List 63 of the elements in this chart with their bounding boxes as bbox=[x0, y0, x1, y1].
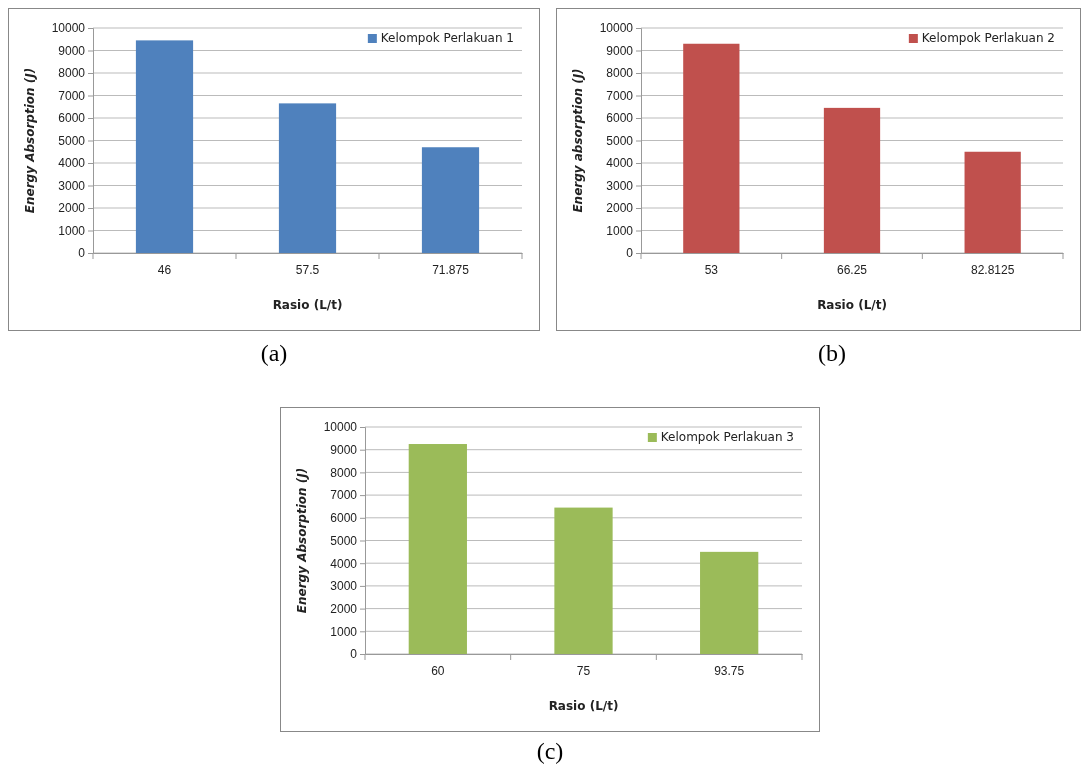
y-tick-label: 7000 bbox=[330, 488, 358, 503]
y-tick-label: 3000 bbox=[330, 579, 358, 594]
y-tick-label: 9000 bbox=[330, 443, 358, 458]
y-tick-label: 4000 bbox=[606, 156, 634, 171]
y-tick-label: 1000 bbox=[606, 223, 634, 238]
bar bbox=[421, 147, 480, 253]
x-tick-label: 93.75 bbox=[714, 663, 745, 678]
x-tick-label: 60 bbox=[431, 663, 445, 678]
y-axis-title: Energy Absorption (J) bbox=[295, 467, 309, 614]
y-tick-label: 10000 bbox=[599, 21, 634, 36]
y-tick-label: 2000 bbox=[330, 601, 358, 616]
y-tick-label: 8000 bbox=[606, 66, 634, 81]
y-tick-label: 0 bbox=[350, 647, 358, 662]
x-tick-label: 82.8125 bbox=[970, 262, 1015, 277]
text: (c) bbox=[535, 738, 565, 765]
y-tick-label: 5000 bbox=[58, 133, 86, 148]
x-tick-label: 75 bbox=[576, 663, 591, 678]
bar bbox=[683, 43, 740, 253]
x-axis-title: Rasio (L/t) bbox=[548, 699, 619, 713]
y-tick-label: 6000 bbox=[330, 511, 358, 526]
y-tick-label: 10000 bbox=[323, 420, 358, 435]
x-tick-label: 53 bbox=[704, 262, 719, 277]
x-axis-title: Rasio (L/t) bbox=[272, 298, 343, 312]
x-tick-label: 66.25 bbox=[836, 262, 868, 277]
y-tick-label: 1000 bbox=[330, 624, 358, 639]
bar bbox=[554, 507, 613, 654]
x-tick-label: 46 bbox=[157, 262, 172, 277]
bar bbox=[700, 551, 759, 654]
y-tick-label: 6000 bbox=[606, 111, 634, 126]
legend-label: Kelompok Perlakuan 2 bbox=[921, 31, 1055, 45]
legend-label: Kelompok Perlakuan 1 bbox=[380, 31, 514, 45]
y-tick-label: 4000 bbox=[330, 556, 358, 571]
y-tick-label: 0 bbox=[626, 246, 634, 261]
y-tick-label: 3000 bbox=[606, 178, 634, 193]
y-tick-label: 7000 bbox=[58, 88, 86, 103]
y-axis-title: Energy Absorption (J) bbox=[23, 67, 37, 214]
y-tick-label: 9000 bbox=[606, 43, 634, 58]
y-tick-label: 10000 bbox=[51, 21, 86, 36]
text: (a) bbox=[259, 340, 289, 367]
y-axis-title: Energy absorption (J) bbox=[571, 68, 585, 213]
y-tick-label: 9000 bbox=[58, 43, 86, 58]
y-tick-label: 1000 bbox=[58, 223, 86, 238]
y-tick-label: 3000 bbox=[58, 178, 86, 193]
bar bbox=[278, 103, 337, 253]
y-tick-label: 8000 bbox=[330, 465, 358, 480]
legend-label: Kelompok Perlakuan 3 bbox=[660, 430, 794, 444]
bar bbox=[408, 444, 467, 654]
y-tick-label: 2000 bbox=[606, 201, 634, 216]
y-tick-label: 5000 bbox=[330, 533, 358, 548]
bar bbox=[135, 40, 194, 253]
y-tick-label: 7000 bbox=[606, 88, 634, 103]
y-tick-label: 2000 bbox=[58, 201, 86, 216]
x-tick-label: 71.875 bbox=[432, 262, 470, 277]
text: (b) bbox=[817, 340, 847, 367]
y-tick-label: 5000 bbox=[606, 133, 634, 148]
y-tick-label: 6000 bbox=[58, 111, 86, 126]
x-axis-title: Rasio (L/t) bbox=[817, 298, 887, 312]
y-tick-label: 8000 bbox=[58, 66, 86, 81]
x-tick-label: 57.5 bbox=[295, 262, 320, 277]
y-tick-label: 0 bbox=[78, 246, 86, 261]
y-tick-label: 4000 bbox=[58, 156, 86, 171]
bar bbox=[823, 107, 881, 253]
bar bbox=[964, 151, 1021, 253]
